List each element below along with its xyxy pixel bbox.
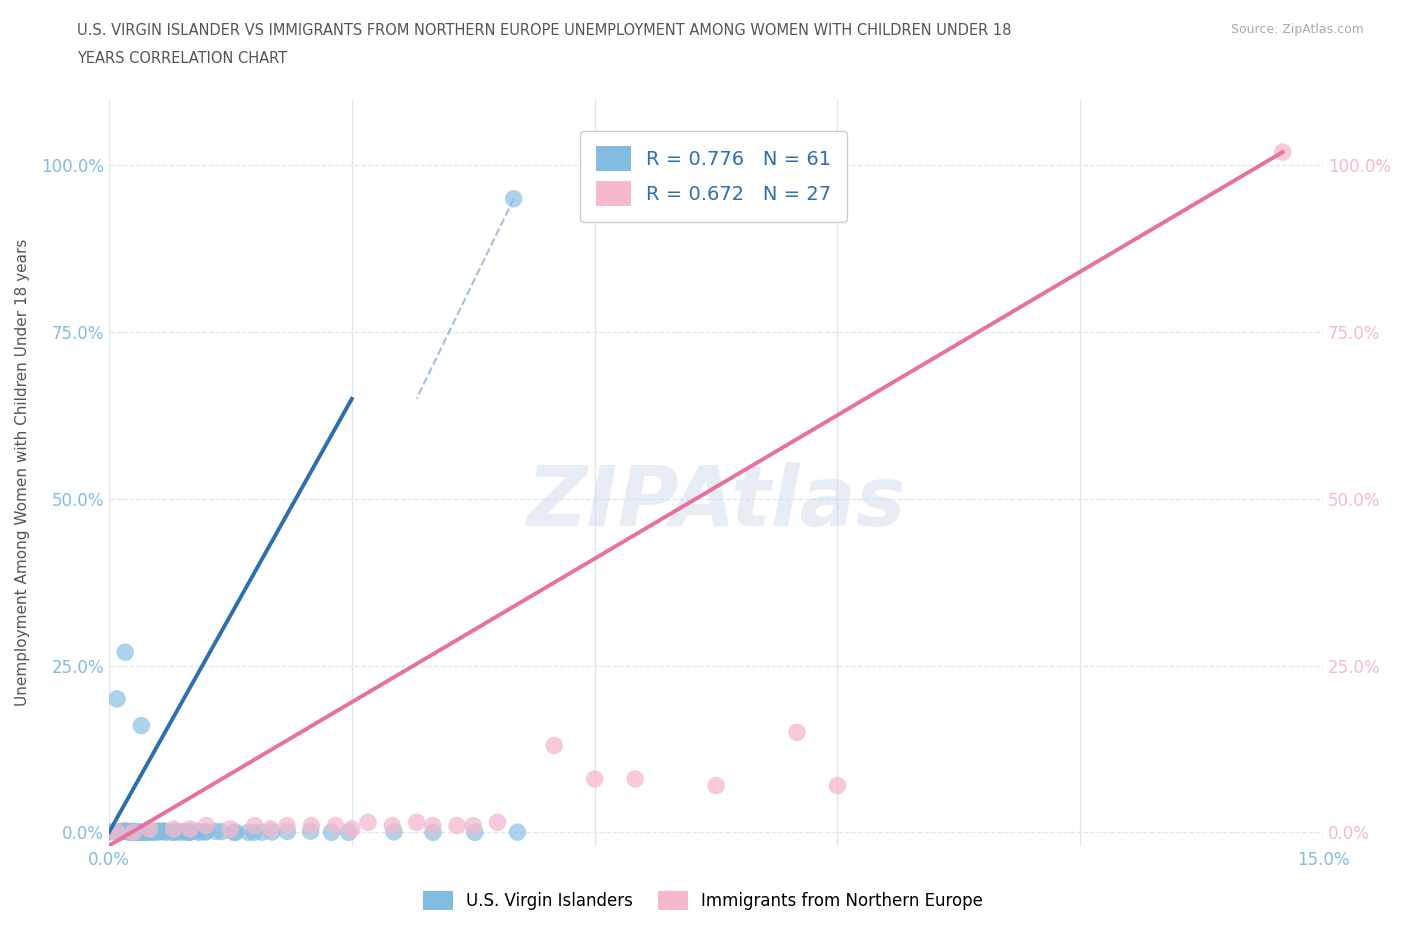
- Point: [179, 821, 201, 836]
- Point: [786, 724, 808, 739]
- Point: [357, 815, 380, 830]
- Point: [422, 818, 444, 833]
- Point: [486, 815, 509, 830]
- Point: [381, 818, 404, 833]
- Point: [543, 738, 565, 753]
- Legend: U.S. Virgin Islanders, Immigrants from Northern Europe: U.S. Virgin Islanders, Immigrants from N…: [416, 884, 990, 917]
- Point: [188, 825, 211, 840]
- Point: [211, 824, 233, 839]
- Point: [337, 825, 360, 840]
- Point: [179, 824, 201, 839]
- Point: [155, 825, 177, 840]
- Point: [108, 825, 131, 840]
- Point: [325, 818, 347, 833]
- Point: [405, 815, 427, 830]
- Point: [135, 825, 157, 840]
- Point: [624, 772, 647, 787]
- Point: [131, 718, 153, 733]
- Point: [243, 825, 266, 840]
- Point: [128, 825, 150, 840]
- Point: [114, 644, 136, 659]
- Point: [194, 825, 217, 840]
- Point: [177, 825, 200, 840]
- Point: [105, 825, 128, 840]
- Point: [152, 824, 174, 839]
- Point: [122, 824, 145, 839]
- Point: [179, 825, 201, 840]
- Point: [464, 825, 486, 840]
- Point: [105, 692, 128, 707]
- Point: [134, 825, 156, 840]
- Point: [162, 825, 184, 840]
- Point: [148, 824, 170, 839]
- Point: [222, 825, 245, 840]
- Point: [138, 821, 160, 836]
- Point: [142, 825, 165, 840]
- Point: [704, 778, 727, 793]
- Point: [162, 825, 184, 840]
- Point: [131, 825, 153, 840]
- Point: [114, 824, 136, 839]
- Point: [502, 192, 524, 206]
- Point: [299, 818, 322, 833]
- Point: [166, 824, 188, 839]
- Point: [108, 825, 131, 840]
- Point: [276, 824, 298, 839]
- Point: [382, 824, 405, 839]
- Point: [139, 824, 162, 839]
- Point: [321, 825, 343, 840]
- Point: [120, 825, 142, 840]
- Text: U.S. VIRGIN ISLANDER VS IMMIGRANTS FROM NORTHERN EUROPE UNEMPLOYMENT AMONG WOMEN: U.S. VIRGIN ISLANDER VS IMMIGRANTS FROM …: [77, 23, 1012, 38]
- Point: [195, 818, 218, 833]
- Point: [169, 825, 191, 840]
- Point: [134, 825, 156, 840]
- Point: [260, 825, 283, 840]
- Point: [124, 825, 146, 840]
- Point: [146, 824, 169, 839]
- Point: [219, 821, 242, 836]
- Point: [583, 772, 606, 787]
- Point: [340, 821, 363, 836]
- Point: [128, 825, 150, 840]
- Point: [114, 824, 136, 839]
- Point: [173, 824, 195, 839]
- Point: [142, 825, 165, 840]
- Point: [463, 818, 485, 833]
- Point: [276, 818, 298, 833]
- Point: [127, 825, 149, 840]
- Text: YEARS CORRELATION CHART: YEARS CORRELATION CHART: [77, 51, 287, 66]
- Point: [194, 824, 217, 839]
- Point: [238, 825, 260, 840]
- Point: [121, 825, 143, 840]
- Point: [225, 825, 247, 840]
- Point: [118, 825, 141, 840]
- Point: [118, 824, 141, 839]
- Point: [98, 824, 121, 839]
- Point: [146, 824, 169, 839]
- Point: [136, 824, 159, 839]
- Point: [1271, 144, 1294, 159]
- Point: [125, 825, 148, 840]
- Point: [129, 825, 152, 840]
- Point: [827, 778, 849, 793]
- Point: [148, 824, 170, 839]
- Point: [422, 825, 444, 840]
- Point: [260, 821, 283, 836]
- Text: Source: ZipAtlas.com: Source: ZipAtlas.com: [1230, 23, 1364, 36]
- Point: [250, 825, 273, 840]
- Point: [122, 825, 145, 840]
- Legend: R = 0.776   N = 61, R = 0.672   N = 27: R = 0.776 N = 61, R = 0.672 N = 27: [581, 131, 846, 221]
- Point: [506, 825, 529, 840]
- Point: [153, 824, 176, 839]
- Text: ZIPAtlas: ZIPAtlas: [526, 461, 905, 542]
- Point: [163, 821, 186, 836]
- Y-axis label: Unemployment Among Women with Children Under 18 years: Unemployment Among Women with Children U…: [15, 238, 30, 706]
- Point: [105, 825, 128, 840]
- Point: [243, 818, 266, 833]
- Point: [111, 824, 134, 839]
- Point: [299, 824, 322, 839]
- Point: [205, 824, 228, 839]
- Point: [186, 824, 208, 839]
- Point: [446, 818, 468, 833]
